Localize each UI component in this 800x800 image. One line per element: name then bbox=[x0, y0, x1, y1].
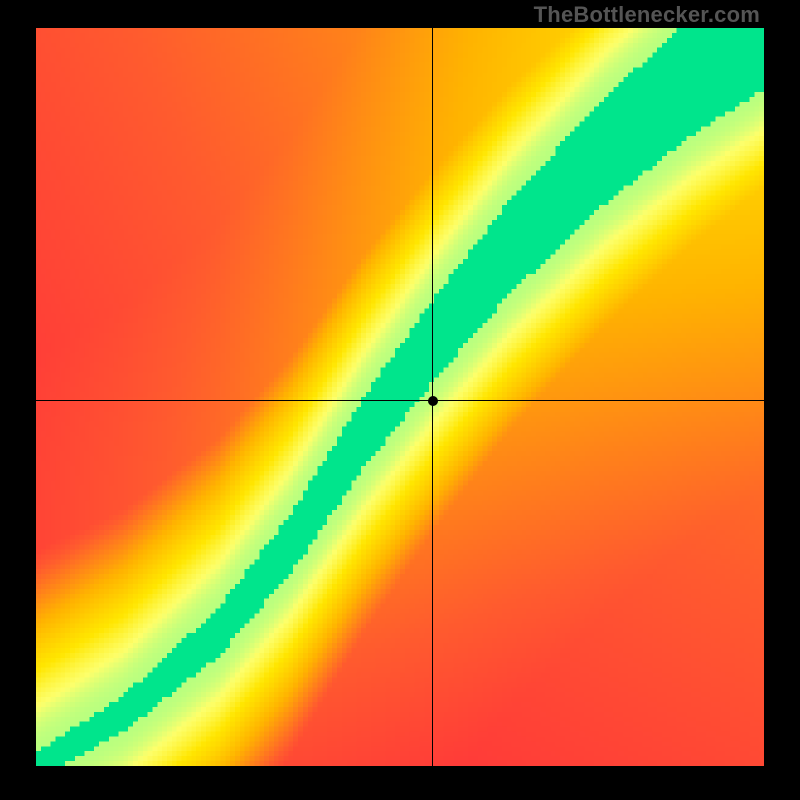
crosshair-marker bbox=[428, 396, 438, 406]
crosshair-horizontal bbox=[36, 400, 764, 401]
heatmap-plot bbox=[36, 28, 764, 766]
heatmap-canvas bbox=[36, 28, 764, 766]
watermark-text: TheBottlenecker.com bbox=[534, 2, 760, 28]
chart-container: TheBottlenecker.com bbox=[0, 0, 800, 800]
